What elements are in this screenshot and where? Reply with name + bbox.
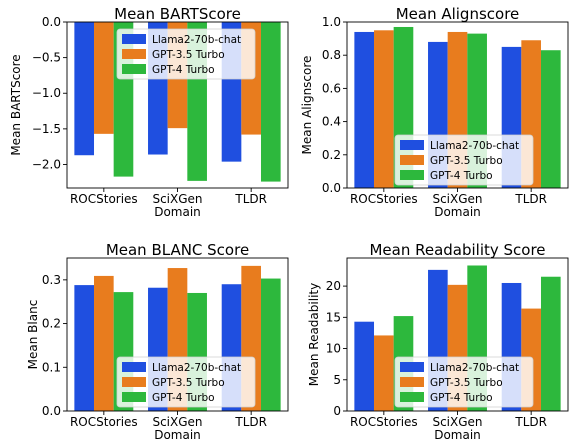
x-tick-label: TLDR xyxy=(514,415,547,429)
legend-label: Llama2-70b-chat xyxy=(430,362,519,374)
chart-panel-1: 0.0 −0.5 −1.0 −1.5 −2.0 ROCStories SciXGen TLDR… xyxy=(9,5,289,219)
y-tick-label: 1.0 xyxy=(322,15,341,29)
x-tick-label: ROCStories xyxy=(350,192,418,206)
x-tick-label: TLDR xyxy=(514,192,547,206)
chart-title: Mean BARTScore xyxy=(114,5,241,23)
legend-swatch xyxy=(400,392,424,402)
bar-gpt-3-5-turbo-rocstories xyxy=(94,22,114,134)
x-axis-label: Domain xyxy=(154,428,201,442)
y-tick-label: 10 xyxy=(326,342,341,356)
y-tick-label: 0.4 xyxy=(322,115,341,129)
y-tick-label: 0.2 xyxy=(322,148,341,162)
legend-box xyxy=(116,28,256,80)
legend-swatch xyxy=(400,155,424,165)
bar-gpt-4-turbo-tldr xyxy=(260,278,281,411)
bar-llama2-70b-chat-rocstories xyxy=(74,22,95,156)
legend: Llama2-70b-chat GPT-3.5 Turbo GPT-4 Turbo xyxy=(394,134,534,186)
legend-label: GPT-4 Turbo xyxy=(152,64,215,76)
y-axis-label: Mean BARTScore xyxy=(9,54,23,155)
chart-panel-2: 0.0 0.2 0.4 0.6 0.8 1.0 ROCStories SciXGen TLDR D… xyxy=(300,5,569,219)
bar-gpt-4-turbo-tldr xyxy=(260,22,281,182)
y-tick-label: −2.0 xyxy=(32,157,61,171)
legend-label: GPT-3.5 Turbo xyxy=(152,377,225,389)
legend-swatch xyxy=(400,377,424,387)
y-tick-label: 5 xyxy=(333,373,341,387)
y-axis-label: Mean Blanc xyxy=(26,300,40,370)
y-tick-label: 0.1 xyxy=(42,360,61,374)
y-tick-label: 0.2 xyxy=(42,317,61,331)
bar-llama2-70b-chat-rocstories xyxy=(74,285,95,411)
legend-swatch xyxy=(400,140,424,150)
legend: Llama2-70b-chat GPT-3.5 Turbo GPT-4 Turbo xyxy=(116,28,256,80)
x-tick-label: TLDR xyxy=(234,192,267,206)
legend-label: GPT-3.5 Turbo xyxy=(430,377,503,389)
legend-box xyxy=(394,356,534,408)
legend-swatch xyxy=(122,49,146,59)
x-tick-label: ROCStories xyxy=(350,415,418,429)
x-tick-label: SciXGen xyxy=(432,415,482,429)
x-axis-label: Domain xyxy=(154,205,201,219)
x-tick-label: ROCStories xyxy=(70,192,138,206)
legend-label: GPT-4 Turbo xyxy=(152,392,215,404)
y-tick-label: 0.0 xyxy=(322,181,341,195)
legend-swatch xyxy=(122,64,146,74)
bar-gpt-4-turbo-tldr xyxy=(540,276,561,411)
legend-swatch xyxy=(122,392,146,402)
legend-label: GPT-3.5 Turbo xyxy=(152,49,225,61)
x-tick-label: SciXGen xyxy=(152,415,202,429)
chart-panel-4: 0 5 10 15 20 ROCStories SciXGen TLDR Domain Mean … xyxy=(307,241,569,442)
x-axis-label: Domain xyxy=(434,205,481,219)
legend-label: GPT-3.5 Turbo xyxy=(430,155,503,167)
legend-swatch xyxy=(400,362,424,372)
chart-title: Mean Alignscore xyxy=(396,5,520,23)
y-tick-label: 0.0 xyxy=(42,15,61,29)
legend: Llama2-70b-chat GPT-3.5 Turbo GPT-4 Turbo xyxy=(394,356,534,408)
legend-swatch xyxy=(122,362,146,372)
legend-box xyxy=(394,134,534,186)
bar-gpt-3-5-turbo-rocstories xyxy=(94,275,114,411)
bar-gpt-3-5-turbo-rocstories xyxy=(374,30,394,188)
y-tick-label: 0.0 xyxy=(42,404,61,418)
y-tick-label: 0.3 xyxy=(42,273,61,287)
bar-llama2-70b-chat-rocstories xyxy=(354,31,375,189)
x-axis-label: Domain xyxy=(434,428,481,442)
y-tick-label: 0.8 xyxy=(322,48,341,62)
bar-gpt-4-turbo-tldr xyxy=(540,50,561,188)
chart-title: Mean Readability Score xyxy=(369,241,545,259)
y-tick-label: 20 xyxy=(326,279,341,293)
y-tick-label: 0.6 xyxy=(322,81,341,95)
legend-swatch xyxy=(122,377,146,387)
y-tick-label: −0.5 xyxy=(32,51,61,65)
y-tick-label: 0 xyxy=(333,404,341,418)
bar-gpt-3-5-turbo-rocstories xyxy=(374,335,394,411)
y-axis-label: Mean Readability xyxy=(307,283,321,386)
legend-label: GPT-4 Turbo xyxy=(430,392,493,404)
y-tick-label: −1.5 xyxy=(32,122,61,136)
x-tick-label: ROCStories xyxy=(70,415,138,429)
chart-panel-3: 0.0 0.1 0.2 0.3 ROCStories SciXGen TLDR Domain M… xyxy=(26,241,289,442)
legend-label: Llama2-70b-chat xyxy=(152,362,241,374)
legend-swatch xyxy=(122,34,146,44)
y-tick-label: −1.0 xyxy=(32,86,61,100)
legend-label: GPT-4 Turbo xyxy=(430,170,493,182)
y-axis-label: Mean Alignscore xyxy=(300,56,314,155)
x-tick-label: SciXGen xyxy=(432,192,482,206)
chart-title: Mean BLANC Score xyxy=(106,241,249,259)
legend-label: Llama2-70b-chat xyxy=(152,34,241,46)
legend: Llama2-70b-chat GPT-3.5 Turbo GPT-4 Turbo xyxy=(116,356,256,408)
x-tick-label: TLDR xyxy=(234,415,267,429)
y-tick-label: 15 xyxy=(326,310,341,324)
legend-label: Llama2-70b-chat xyxy=(430,140,519,152)
legend-swatch xyxy=(400,170,424,180)
legend-box xyxy=(116,356,256,408)
bar-llama2-70b-chat-rocstories xyxy=(354,321,375,411)
x-tick-label: SciXGen xyxy=(152,192,202,206)
